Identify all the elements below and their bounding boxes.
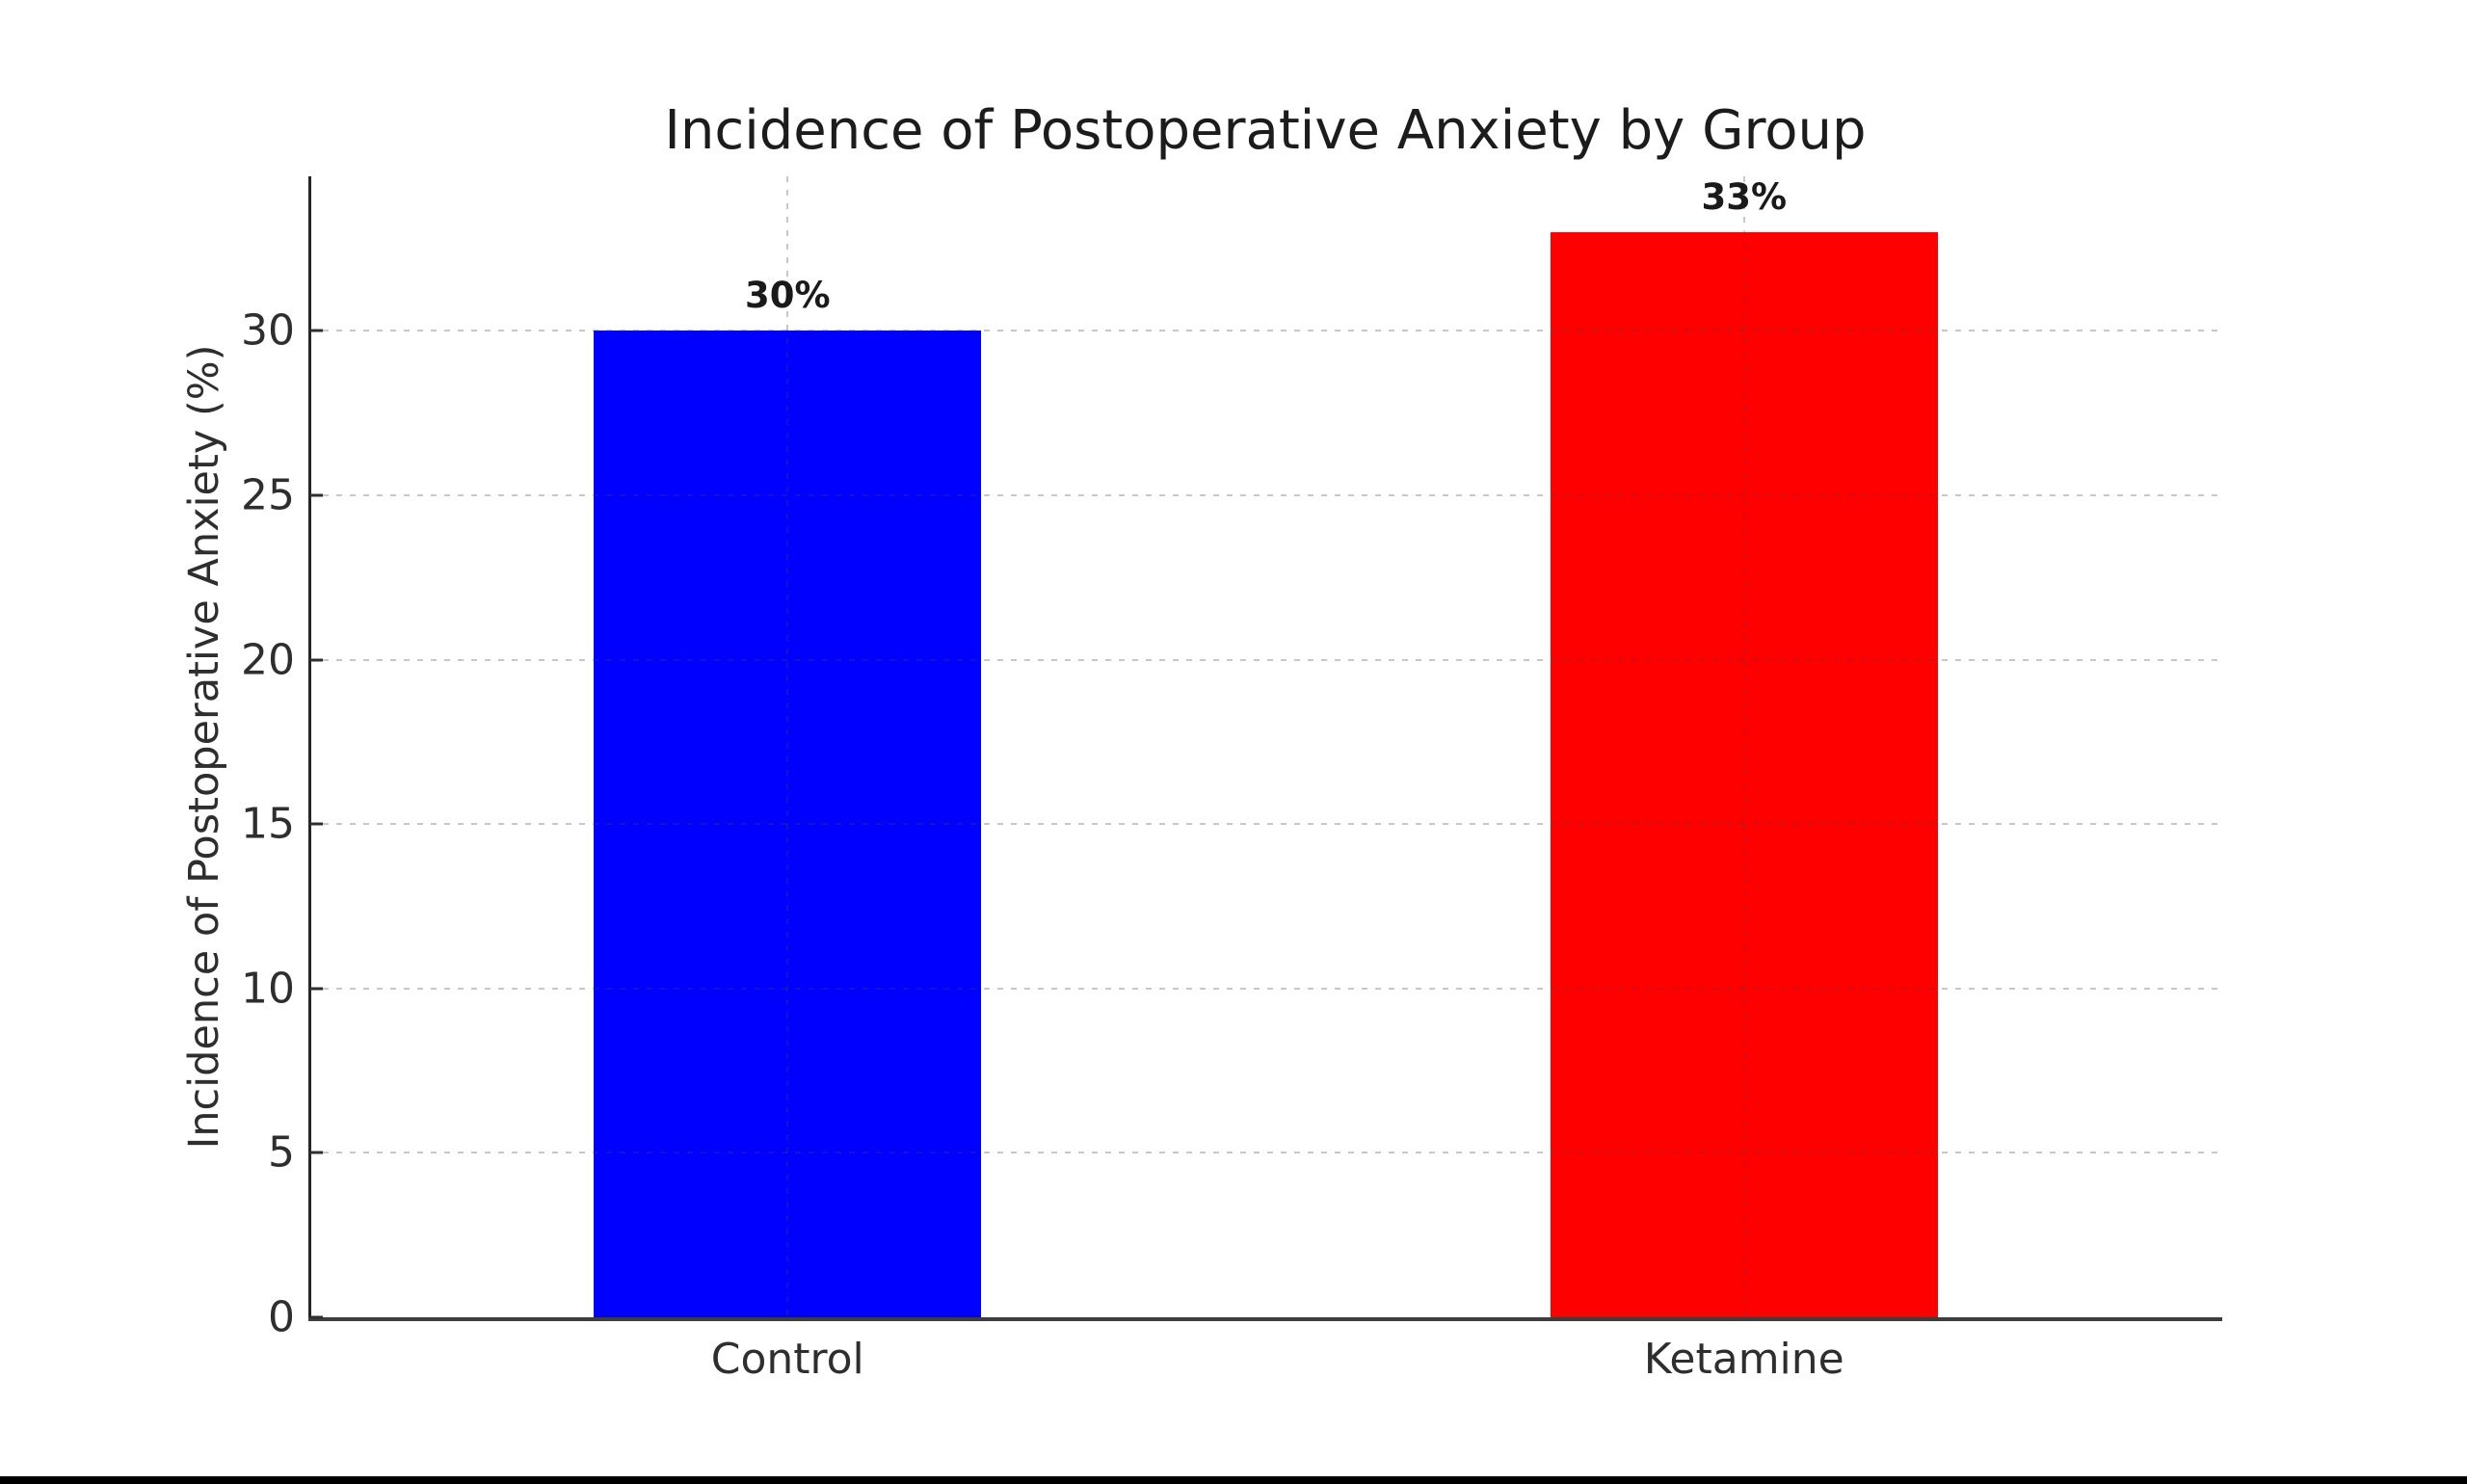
y-tick-label: 25: [241, 470, 295, 520]
y-tick-mark: [309, 1315, 323, 1319]
bottom-black-bar: [0, 1476, 2467, 1484]
y-axis-spine: [308, 176, 311, 1321]
y-tick-label: 20: [241, 635, 295, 685]
y-tick-mark: [309, 822, 323, 826]
y-tick-label: 10: [241, 964, 295, 1014]
y-tick-mark: [309, 493, 323, 497]
y-tick-mark: [309, 329, 323, 332]
x-axis-spine: [308, 1317, 2222, 1321]
y-tick-mark: [309, 987, 323, 991]
y-tick-mark: [309, 1151, 323, 1154]
x-tick-label: Control: [710, 1335, 864, 1384]
bar-value-label: 30%: [744, 275, 831, 317]
y-tick-mark: [309, 658, 323, 662]
chart-title: Incidence of Postoperative Anxiety by Gr…: [664, 99, 1867, 162]
bar-ketamine: [1550, 232, 1938, 1317]
bar-value-label: 33%: [1701, 176, 1788, 218]
y-tick-label: 15: [241, 799, 295, 849]
y-tick-label: 30: [241, 305, 295, 356]
y-tick-label: 0: [268, 1292, 295, 1342]
y-tick-label: 5: [268, 1127, 295, 1178]
bar-control: [594, 331, 982, 1317]
x-tick-label: Ketamine: [1643, 1335, 1844, 1384]
